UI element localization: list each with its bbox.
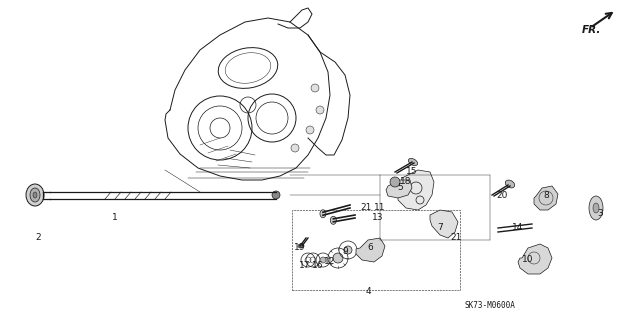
Text: 20: 20 xyxy=(496,191,508,201)
Text: 19: 19 xyxy=(294,243,306,253)
Text: 6: 6 xyxy=(367,243,373,253)
Polygon shape xyxy=(430,210,458,238)
Text: 18: 18 xyxy=(400,177,412,187)
Text: 21: 21 xyxy=(451,234,461,242)
Text: 13: 13 xyxy=(372,213,384,222)
Text: 11: 11 xyxy=(374,204,386,212)
Text: 10: 10 xyxy=(522,256,534,264)
Ellipse shape xyxy=(298,244,304,248)
Ellipse shape xyxy=(26,184,44,206)
Circle shape xyxy=(311,84,319,92)
Polygon shape xyxy=(534,186,558,210)
Text: 14: 14 xyxy=(512,224,524,233)
Text: 16: 16 xyxy=(312,261,324,270)
Polygon shape xyxy=(386,180,412,198)
Ellipse shape xyxy=(330,216,337,224)
Circle shape xyxy=(390,177,400,187)
Text: SK73-M0600A: SK73-M0600A xyxy=(465,300,515,309)
Bar xyxy=(292,210,460,290)
Polygon shape xyxy=(518,244,552,274)
Ellipse shape xyxy=(506,180,515,188)
Circle shape xyxy=(333,253,343,263)
Circle shape xyxy=(320,257,326,263)
Circle shape xyxy=(306,126,314,134)
Circle shape xyxy=(344,246,352,254)
Polygon shape xyxy=(356,238,385,262)
Polygon shape xyxy=(398,170,434,210)
Text: 7: 7 xyxy=(437,224,443,233)
Text: FR.: FR. xyxy=(582,25,602,35)
Text: 5: 5 xyxy=(397,183,403,192)
Text: 1: 1 xyxy=(112,213,118,222)
Circle shape xyxy=(291,144,299,152)
Ellipse shape xyxy=(30,188,40,202)
Circle shape xyxy=(316,106,324,114)
Text: 21: 21 xyxy=(360,203,372,211)
Text: 9: 9 xyxy=(342,248,348,256)
Text: 8: 8 xyxy=(543,191,549,201)
Text: 2: 2 xyxy=(35,234,41,242)
Circle shape xyxy=(272,191,280,199)
Text: 4: 4 xyxy=(365,287,371,296)
Text: 15: 15 xyxy=(406,167,418,176)
Text: 12: 12 xyxy=(324,257,336,266)
Ellipse shape xyxy=(408,159,417,166)
Ellipse shape xyxy=(593,203,599,213)
Text: 3: 3 xyxy=(597,209,603,218)
Ellipse shape xyxy=(589,196,603,220)
Text: 17: 17 xyxy=(300,261,311,270)
Ellipse shape xyxy=(320,210,326,218)
Ellipse shape xyxy=(33,192,37,198)
